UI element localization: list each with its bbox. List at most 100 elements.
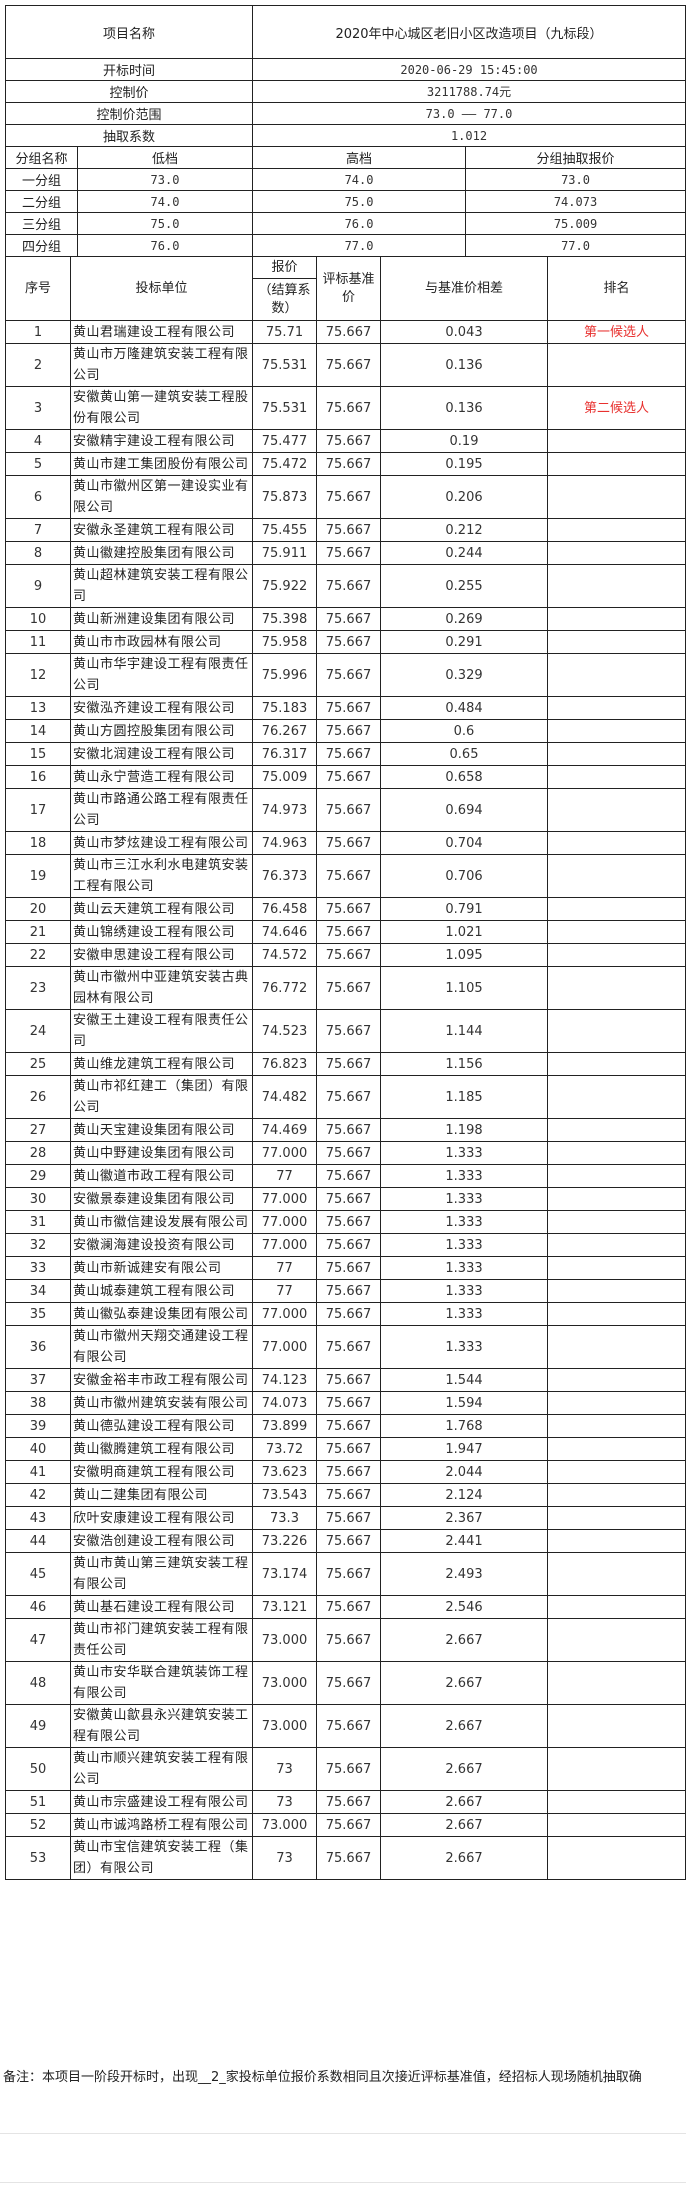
bidder-cell: 黄山方圆控股集团有限公司 (70, 719, 253, 743)
rank-cell: 第二候选人 (547, 386, 686, 430)
base-price-cell: 75.667 (316, 1704, 381, 1748)
diff-cell: 1.156 (380, 1052, 548, 1076)
base-price-cell: 75.667 (316, 696, 381, 720)
rank-cell: 第一候选人 (547, 320, 686, 344)
table-row: 2 黄山市万隆建筑安装工程有限公司 75.531 75.667 0.136 (5, 343, 686, 387)
diff-cell: 0.694 (380, 788, 548, 832)
seq-cell: 5 (5, 452, 71, 476)
bidder-cell: 黄山市黄山第三建筑安装工程有限公司 (70, 1552, 253, 1596)
diff-cell: 0.043 (380, 320, 548, 344)
seq-cell: 15 (5, 742, 71, 766)
price-cell: 77.000 (252, 1302, 317, 1326)
diff-cell: 2.667 (380, 1704, 548, 1748)
bidder-cell: 安徽泓齐建设工程有限公司 (70, 696, 253, 720)
seq-cell: 22 (5, 943, 71, 967)
base-price-cell: 75.667 (316, 1118, 381, 1142)
diff-cell: 1.768 (380, 1414, 548, 1438)
control-price-label: 控制价 (4, 80, 254, 103)
price-cell: 73.174 (252, 1552, 317, 1596)
seq-cell: 23 (5, 966, 71, 1010)
bidder-cell: 黄山天宝建设集团有限公司 (70, 1118, 253, 1142)
bidder-cell: 黄山市新诚建安有限公司 (70, 1256, 253, 1280)
price-cell: 73.000 (252, 1661, 317, 1705)
seq-cell: 43 (5, 1506, 71, 1530)
bidder-cell: 欣叶安康建设工程有限公司 (70, 1506, 253, 1530)
rank-cell (547, 1368, 686, 1392)
bidder-cell: 黄山市安华联合建筑装饰工程有限公司 (70, 1661, 253, 1705)
rank-cell (547, 1302, 686, 1326)
diff-cell: 2.441 (380, 1529, 548, 1553)
seq-cell: 20 (5, 897, 71, 921)
table-row: 24 安徽王土建设工程有限责任公司 74.523 75.667 1.144 (5, 1009, 686, 1053)
bidder-cell: 黄山君瑞建设工程有限公司 (70, 320, 253, 344)
diff-cell: 1.144 (380, 1009, 548, 1053)
bidder-cell: 黄山市徽州建筑安装有限公司 (70, 1391, 253, 1415)
base-price-cell: 75.667 (316, 607, 381, 631)
group-header-row: 分组名称 低档 高档 分组抽取报价 (5, 146, 686, 169)
table-row: 45 黄山市黄山第三建筑安装工程有限公司 73.174 75.667 2.493 (5, 1552, 686, 1596)
group-price: 77.0 (465, 234, 686, 257)
price-cell: 75.455 (252, 518, 317, 542)
base-price-cell: 75.667 (316, 1391, 381, 1415)
group-price: 73.0 (465, 168, 686, 191)
table-row: 46 黄山基石建设工程有限公司 73.121 75.667 2.546 (5, 1595, 686, 1619)
table-row: 43 欣叶安康建设工程有限公司 73.3 75.667 2.367 (5, 1506, 686, 1530)
seq-cell: 9 (5, 564, 71, 608)
rank-cell (547, 1052, 686, 1076)
price-cell: 77 (252, 1279, 317, 1303)
base-price-cell: 75.667 (316, 719, 381, 743)
rank-cell (547, 343, 686, 387)
base-price-cell: 75.667 (316, 1187, 381, 1211)
base-price-cell: 75.667 (316, 943, 381, 967)
base-price-cell: 75.667 (316, 765, 381, 789)
base-price-cell: 75.667 (316, 1595, 381, 1619)
seq-cell: 48 (5, 1661, 71, 1705)
seq-cell: 11 (5, 630, 71, 654)
base-price-cell: 75.667 (316, 742, 381, 766)
base-price-cell: 75.667 (316, 1618, 381, 1662)
bidder-cell: 黄山市三江水利水电建筑安装工程有限公司 (70, 854, 253, 898)
rank-cell (547, 1414, 686, 1438)
rank-cell (547, 1391, 686, 1415)
base-price-cell: 75.667 (316, 475, 381, 519)
seq-cell: 35 (5, 1302, 71, 1326)
header-bidder: 投标单位 (70, 256, 253, 321)
rank-cell (547, 765, 686, 789)
bidder-cell: 黄山锦绣建设工程有限公司 (70, 920, 253, 944)
rank-cell (547, 897, 686, 921)
price-cell: 75.71 (252, 320, 317, 344)
header-price-bottom: （结算系数） (258, 282, 311, 316)
group-row: 四分组 76.0 77.0 77.0 (5, 234, 686, 257)
group-high: 74.0 (252, 168, 467, 191)
base-price-cell: 75.667 (316, 920, 381, 944)
group-header-name: 分组名称 (5, 146, 78, 169)
header-price-top: 报价 (253, 258, 316, 279)
table-row: 4 安徽精宇建设工程有限公司 75.477 75.667 0.19 (5, 429, 686, 453)
bidder-cell: 黄山二建集团有限公司 (70, 1483, 253, 1507)
table-row: 31 黄山市徽信建设发展有限公司 77.000 75.667 1.333 (5, 1210, 686, 1234)
price-cell: 74.073 (252, 1391, 317, 1415)
base-price-cell: 75.667 (316, 1325, 381, 1369)
seq-cell: 38 (5, 1391, 71, 1415)
bidder-cell: 黄山市路通公路工程有限责任公司 (70, 788, 253, 832)
rank-cell (547, 1210, 686, 1234)
price-cell: 75.531 (252, 386, 317, 430)
base-price-cell: 75.667 (316, 320, 381, 344)
base-price-cell: 75.667 (316, 343, 381, 387)
base-price-cell: 75.667 (316, 1368, 381, 1392)
header-rank: 排名 (547, 256, 686, 321)
table-row: 8 黄山徽建控股集团有限公司 75.911 75.667 0.244 (5, 541, 686, 565)
price-cell: 76.458 (252, 897, 317, 921)
seq-cell: 46 (5, 1595, 71, 1619)
table-row: 18 黄山市梦炫建设工程有限公司 74.963 75.667 0.704 (5, 831, 686, 855)
open-time-label: 开标时间 (4, 58, 254, 81)
rank-cell (547, 1661, 686, 1705)
table-row: 40 黄山徽腾建筑工程有限公司 73.72 75.667 1.947 (5, 1437, 686, 1461)
seq-cell: 47 (5, 1618, 71, 1662)
diff-cell: 2.667 (380, 1661, 548, 1705)
base-price-cell: 75.667 (316, 1009, 381, 1053)
bidder-cell: 黄山市祁红建工（集团）有限公司 (70, 1075, 253, 1119)
rank-cell (547, 1618, 686, 1662)
diff-cell: 0.704 (380, 831, 548, 855)
bidder-cell: 黄山新洲建设集团有限公司 (70, 607, 253, 631)
